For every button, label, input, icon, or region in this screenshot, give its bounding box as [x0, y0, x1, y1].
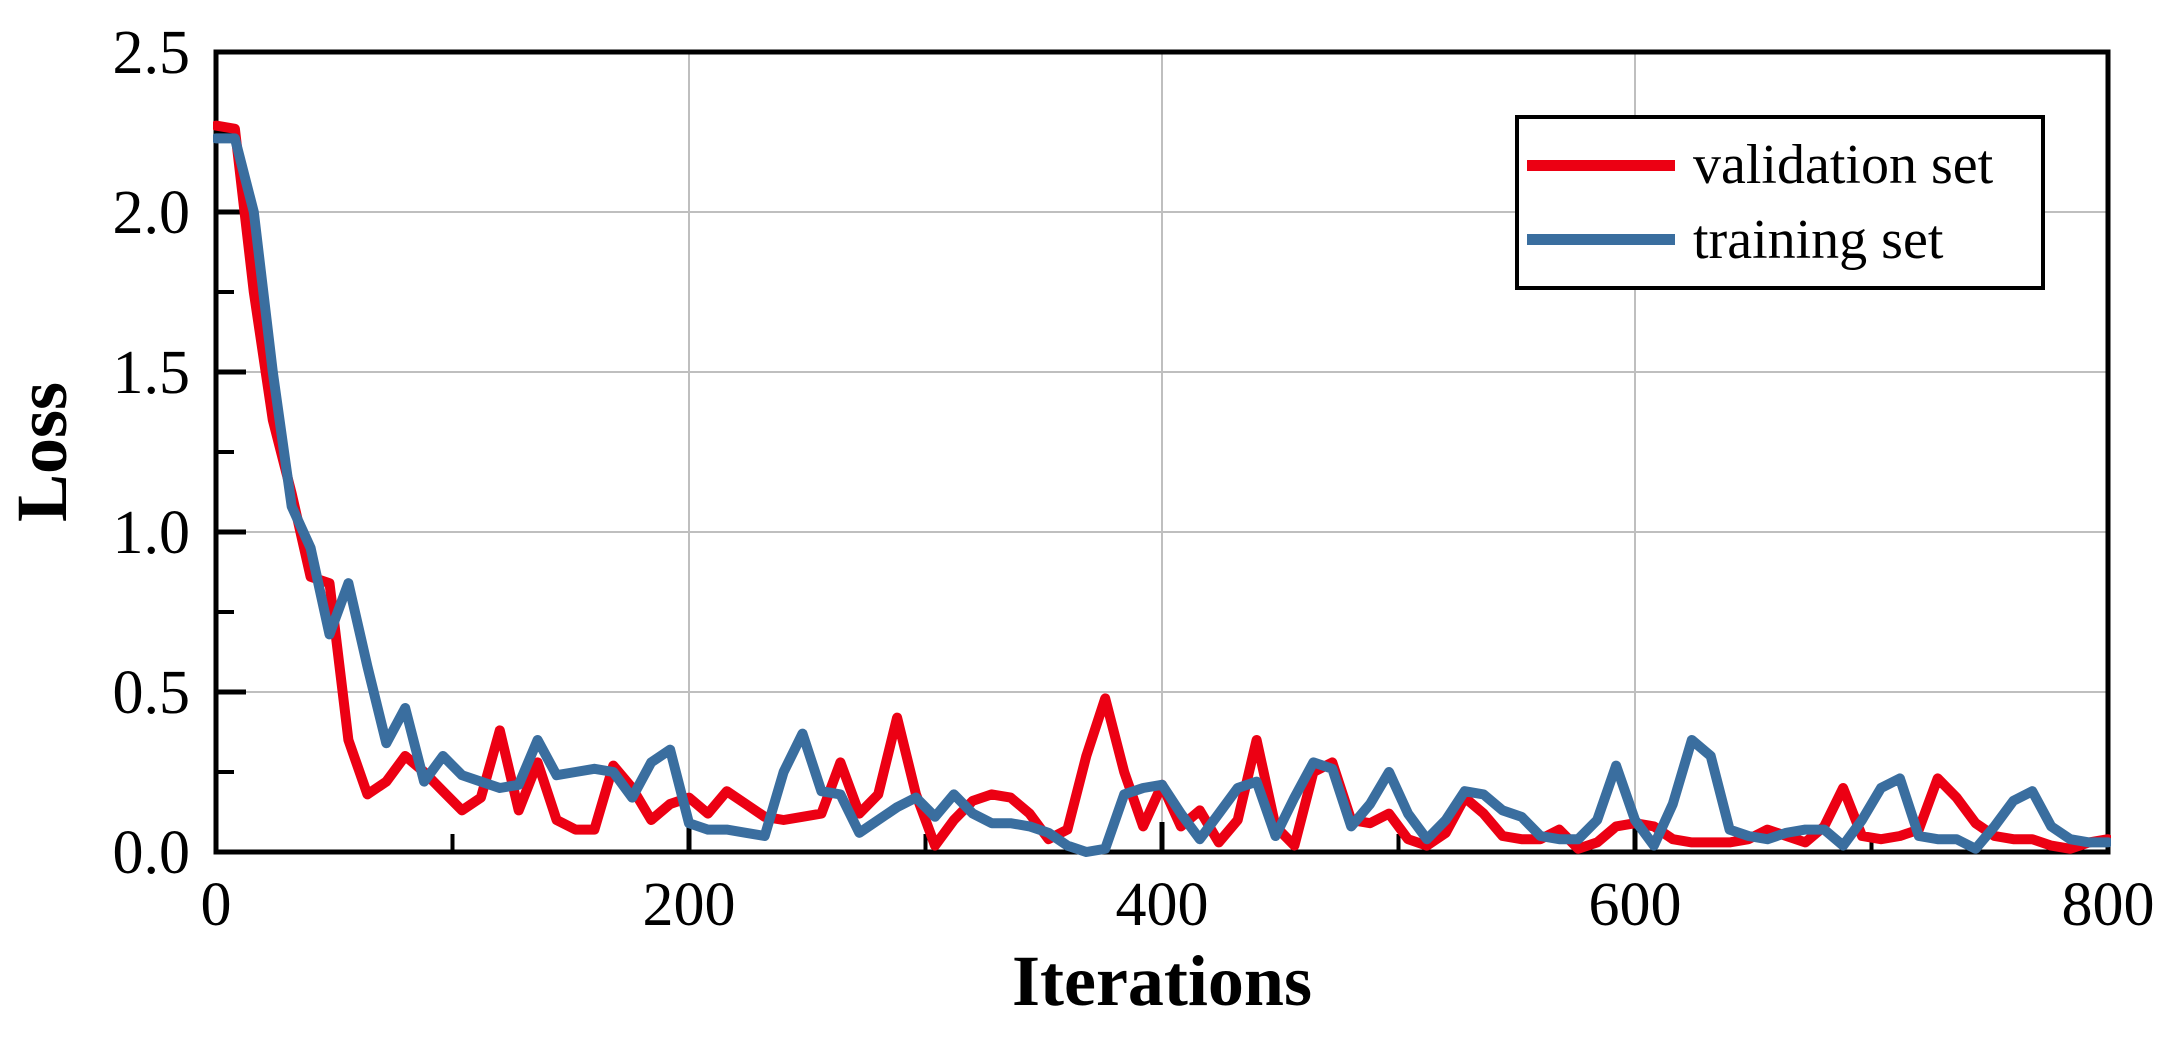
x-tick-label: 800 — [2062, 871, 2155, 939]
y-tick-label: 0.5 — [113, 659, 191, 727]
x-tick-label: 200 — [643, 871, 736, 939]
legend: validation set training set — [1515, 115, 2045, 290]
x-tick-label: 400 — [1116, 871, 1209, 939]
y-tick-label: 2.0 — [113, 179, 191, 247]
x-tick-label: 600 — [1589, 871, 1682, 939]
legend-item-validation: validation set — [1527, 137, 2041, 193]
legend-label-training: training set — [1693, 208, 1944, 271]
y-axis-title: Loss — [2, 382, 82, 522]
y-tick-label: 0.0 — [113, 819, 191, 887]
validation-line-swatch — [1527, 159, 1675, 171]
y-tick-label: 1.5 — [113, 339, 191, 407]
legend-item-training: training set — [1527, 212, 2041, 268]
x-tick-label: 0 — [201, 871, 232, 939]
series-line-training — [213, 133, 2111, 857]
x-axis-title: Iterations — [1012, 941, 1312, 1021]
training-line-swatch — [1527, 234, 1675, 246]
y-tick-label: 1.0 — [113, 499, 191, 567]
plot-frame — [213, 49, 2111, 855]
y-tick-label: 2.5 — [113, 19, 191, 87]
legend-label-validation: validation set — [1693, 134, 1994, 197]
